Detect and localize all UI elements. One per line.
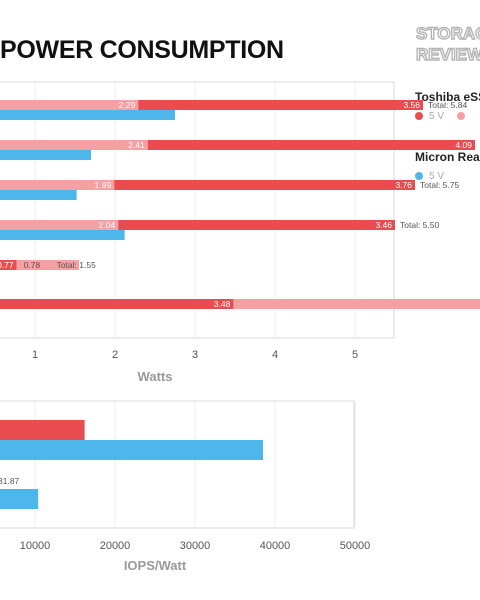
legend-micron: Micron Rea 5 V [415,150,480,182]
x-tick-label: 50000 [340,540,371,552]
bar-value-label: 3.48 [214,299,231,309]
bar-value-label: 4.09 [455,140,472,150]
bar-segment [118,220,395,230]
bar-segment [147,140,476,150]
bar-value-label: 0.77 [0,260,14,270]
x-tick-label: 5 [352,349,358,361]
x-tick-label: 4 [272,349,278,361]
bar-micron [0,489,39,509]
bar-value-label: 3.76 [395,180,412,190]
page-title: POWER CONSUMPTION [0,36,284,64]
bar-total-label: Total: 5.84 [428,100,467,110]
x-tick-label: 3 [192,349,198,361]
legend-label: 5 V [429,111,445,122]
x-tick-label: 1 [32,349,38,361]
bar-micron [0,230,125,240]
plot-area-watts [0,81,395,339]
legend-title: Toshiba eSSD [415,90,480,104]
bar-toshiba [0,420,85,440]
legend-swatch [415,112,423,120]
bar-value-label: 2.41 [128,140,145,150]
x-tick-label: 10000 [20,540,51,552]
bar-value-label: 3.56 [403,100,420,110]
x-axis-title: IOPS/Watt [124,558,187,573]
bar-value-label: 2.29 [119,100,136,110]
bar-micron [0,440,263,460]
bar-value-label: 31.87 [0,476,20,486]
logo-line-2: REVIEW [416,45,480,64]
bar-segment [233,299,480,309]
bar-segment [0,140,148,150]
bar-segment [114,180,415,190]
legend-item [456,111,471,122]
x-tick-label: 40000 [260,540,291,552]
x-tick-label: 20000 [100,540,131,552]
bar-segment [0,260,17,270]
bar-segment [16,260,80,270]
x-tick-label: 2 [112,349,118,361]
bar-total-label: Total: 5.75 [420,180,459,190]
bar-segment [0,180,115,190]
bar-segment [138,100,423,110]
legend-toshiba: Toshiba eSSD 5 V [415,90,480,122]
bar-micron [0,190,77,200]
legend-item: 5 V [415,171,444,182]
storagereview-logo: STORAGE REVIEW [416,23,480,64]
legend-item: 5 V [415,111,444,122]
x-tick-label: 30000 [180,540,211,552]
legend-title: Micron Rea [415,150,480,164]
bar-micron [0,110,175,120]
bar-value-label: 3.46 [375,220,392,230]
bar-segment [0,220,119,230]
legend-swatch [415,172,423,180]
legend-swatch [456,112,465,120]
bar-total-label: Total: 1.55 [57,260,96,270]
bar-micron [0,150,91,160]
bar-segment [0,299,234,309]
legend-label: 5 V [429,171,445,182]
bar-total-label: Total: 5.50 [400,220,439,230]
bar-value-label: 1.99 [95,180,112,190]
logo-line-1: STORAGE [416,24,480,43]
x-axis-title: Watts [138,369,173,384]
bar-value-label: 2.04 [99,220,116,230]
bar-value-label: 0.78 [24,260,41,270]
bar-segment [0,100,139,110]
